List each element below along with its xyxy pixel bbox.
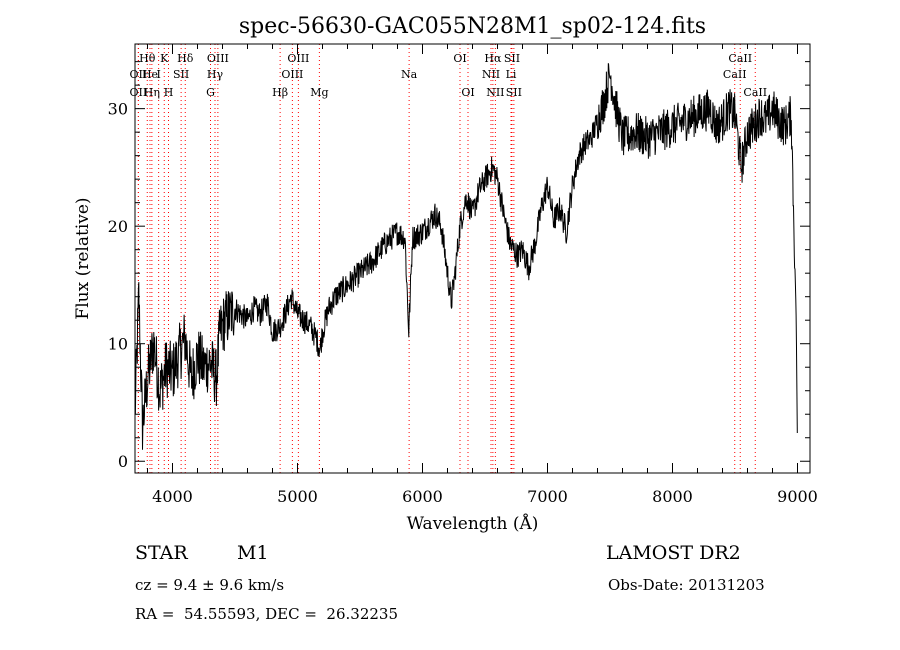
- y-tick-label: 0: [118, 452, 128, 471]
- line-annotation-label: G: [206, 86, 215, 99]
- x-tick-label: 7000: [527, 487, 568, 506]
- line-annotation-label: Hθ: [139, 52, 156, 65]
- coordinates-label: RA = 54.55593, DEC = 26.32235: [135, 605, 399, 623]
- line-annotation-label: CaII: [728, 52, 752, 65]
- line-annotation-label: OIII: [287, 52, 309, 65]
- y-tick-label: 30: [108, 100, 128, 119]
- x-tick-label: 9000: [777, 487, 818, 506]
- x-axis-label: Wavelength (Å): [407, 513, 539, 534]
- y-tick-label: 20: [108, 217, 128, 236]
- line-annotation-label: OI: [461, 86, 474, 99]
- line-annotation-label: OIII: [281, 68, 303, 81]
- y-axis-label: Flux (relative): [73, 197, 93, 319]
- line-annotation-label: CaII: [743, 86, 767, 99]
- line-annotation-label: Hγ: [207, 68, 224, 81]
- line-annotation-label: Hδ: [177, 52, 194, 65]
- chart-title: spec-56630-GAC055N28M1_sp02-124.fits: [239, 14, 706, 39]
- line-annotation-label: H: [164, 86, 174, 99]
- x-tick-label: 5000: [277, 487, 318, 506]
- line-annotation-label: I: [156, 68, 160, 81]
- line-annotation-label: Li: [506, 68, 517, 81]
- line-annotation-label: K: [160, 52, 169, 65]
- line-annotation-label: CaII: [723, 68, 747, 81]
- line-annotation-label: Hη: [144, 86, 160, 99]
- line-annotation-label: Na: [401, 68, 418, 81]
- line-annotation-label: OI: [453, 52, 466, 65]
- object-type-label: STAR: [135, 542, 188, 564]
- line-annotation-label: SII: [173, 68, 189, 81]
- line-annotation-label: Hβ: [272, 86, 288, 99]
- line-annotation-label: He: [142, 68, 158, 81]
- observation-date-label: Obs-Date: 20131203: [608, 576, 765, 594]
- line-annotation-label: SII: [506, 86, 522, 99]
- x-tick-label: 8000: [652, 487, 693, 506]
- survey-label: LAMOST DR2: [606, 542, 741, 564]
- line-annotation-label: SII: [504, 52, 520, 65]
- spectral-subclass-label: M1: [237, 542, 269, 564]
- line-annotation-label: Hα: [484, 52, 502, 65]
- redshift-velocity-label: cz = 9.4 ± 9.6 km/s: [135, 576, 285, 594]
- line-annotation-label: OIII: [207, 52, 229, 65]
- line-annotation-label: NII: [486, 86, 504, 99]
- line-annotation-label: Mg: [310, 86, 328, 99]
- line-annotation-label: NII: [482, 68, 500, 81]
- y-tick-label: 10: [108, 335, 128, 354]
- x-tick-label: 4000: [152, 487, 193, 506]
- x-tick-label: 6000: [402, 487, 443, 506]
- line-annotation-label: OII: [130, 68, 148, 81]
- line-annotation-label: OII: [130, 86, 148, 99]
- spectrum-line: [134, 63, 798, 450]
